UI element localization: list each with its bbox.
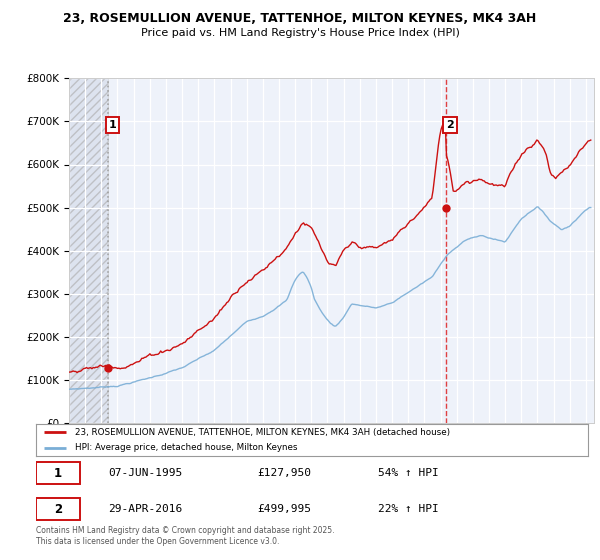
Text: Contains HM Land Registry data © Crown copyright and database right 2025.
This d: Contains HM Land Registry data © Crown c…: [36, 526, 335, 546]
Text: 54% ↑ HPI: 54% ↑ HPI: [378, 468, 439, 478]
Text: Price paid vs. HM Land Registry's House Price Index (HPI): Price paid vs. HM Land Registry's House …: [140, 28, 460, 38]
Text: 07-JUN-1995: 07-JUN-1995: [108, 468, 182, 478]
Bar: [69, 78, 109, 423]
Text: 2: 2: [54, 503, 62, 516]
Bar: [69, 78, 109, 423]
Text: 1: 1: [109, 120, 116, 130]
Text: 23, ROSEMULLION AVENUE, TATTENHOE, MILTON KEYNES, MK4 3AH: 23, ROSEMULLION AVENUE, TATTENHOE, MILTO…: [64, 12, 536, 25]
Text: 22% ↑ HPI: 22% ↑ HPI: [378, 505, 439, 515]
Text: 1: 1: [54, 467, 62, 480]
Text: £127,950: £127,950: [257, 468, 311, 478]
Text: 29-APR-2016: 29-APR-2016: [108, 505, 182, 515]
Text: £499,995: £499,995: [257, 505, 311, 515]
FancyBboxPatch shape: [36, 498, 80, 520]
Text: 23, ROSEMULLION AVENUE, TATTENHOE, MILTON KEYNES, MK4 3AH (detached house): 23, ROSEMULLION AVENUE, TATTENHOE, MILTO…: [74, 428, 450, 437]
Text: HPI: Average price, detached house, Milton Keynes: HPI: Average price, detached house, Milt…: [74, 444, 297, 452]
Text: 2: 2: [446, 120, 454, 130]
FancyBboxPatch shape: [36, 463, 80, 484]
